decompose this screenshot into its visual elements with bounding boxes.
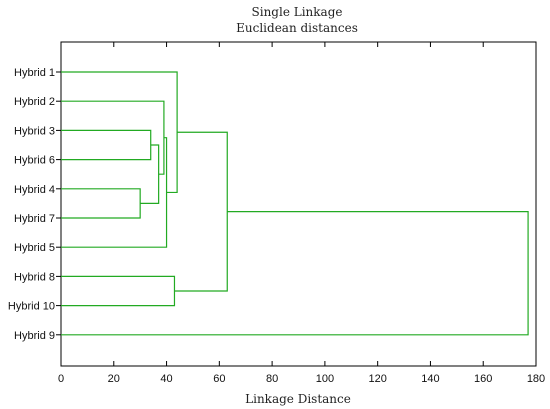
plot-frame <box>60 41 537 367</box>
leaf-label: Hybrid 6 <box>14 155 55 167</box>
x-tick-label: 100 <box>316 373 334 385</box>
x-tick-label: 180 <box>527 373 545 385</box>
x-tick-label: 160 <box>474 373 492 385</box>
merge-link <box>140 144 160 204</box>
chart-subtitle: Euclidean distances <box>236 21 358 35</box>
x-tick-label: 0 <box>58 373 64 385</box>
leaf-label: Hybrid 1 <box>14 67 55 79</box>
x-axis: 0 20 40 60 80 100 120 140 160 180 <box>58 42 545 385</box>
x-tick-label: 60 <box>213 373 225 385</box>
chart-title: Single Linkage <box>252 5 343 19</box>
leaf-label: Hybrid 2 <box>14 96 55 108</box>
x-tick-label: 20 <box>108 373 120 385</box>
leaf-label: Hybrid 8 <box>14 271 55 283</box>
leaf-label: Hybrid 9 <box>14 330 55 342</box>
x-tick-label: 120 <box>368 373 386 385</box>
merge-link <box>61 275 176 307</box>
leaf-label: Hybrid 10 <box>8 301 55 313</box>
leaf-label: Hybrid 5 <box>14 242 55 254</box>
merge-link <box>61 100 165 175</box>
x-tick-label: 140 <box>421 373 439 385</box>
merge-link <box>174 131 228 292</box>
leaf-label: Hybrid 3 <box>14 125 55 137</box>
x-tick-label: 40 <box>160 373 172 385</box>
leaf-label: Hybrid 4 <box>14 184 55 196</box>
merge-link <box>61 188 141 219</box>
merge-link <box>61 129 152 161</box>
leaf-labels: Hybrid 1 Hybrid 2 Hybrid 3 Hybrid 6 Hybrid 4… <box>8 67 61 342</box>
dendrogram-links <box>61 71 529 336</box>
leaf-label: Hybrid 7 <box>14 213 55 225</box>
merge-link <box>61 71 178 194</box>
x-axis-label: Linkage Distance <box>245 392 351 406</box>
x-tick-label: 80 <box>266 373 278 385</box>
merge-link <box>61 211 529 336</box>
